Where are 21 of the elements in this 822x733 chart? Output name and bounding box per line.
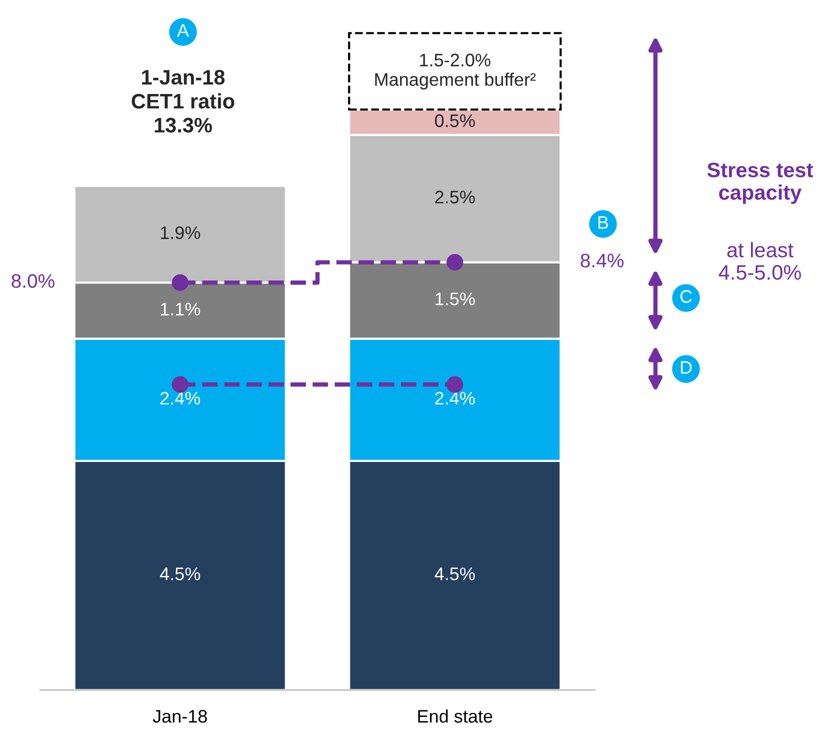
text: B bbox=[598, 216, 608, 229]
x-tick-label: Jan-18 bbox=[152, 710, 207, 723]
annotation: 8.4% bbox=[580, 254, 624, 268]
text: Stress test capacity bbox=[707, 162, 814, 204]
data-label: 2.5% bbox=[435, 190, 475, 204]
data-label: 2.4% bbox=[160, 392, 200, 405]
annotation: 8.0% bbox=[12, 274, 54, 288]
annotation: 1-Jan-18 CET1 ratio 13.3% bbox=[132, 70, 234, 133]
text: C bbox=[680, 290, 692, 303]
data-label: 1.5-2.0% Management buffer² bbox=[375, 54, 536, 90]
text: at least 4.5-5.0% bbox=[718, 242, 801, 280]
x-tick-label: End state bbox=[418, 709, 492, 723]
data-label: 1.5% bbox=[436, 292, 475, 306]
data-label: 2.4% bbox=[435, 392, 475, 405]
data-label: 4.5% bbox=[434, 568, 475, 580]
data-label: 1.9% bbox=[160, 226, 200, 240]
data-label: 4.5% bbox=[160, 568, 200, 580]
data-label: 1.1% bbox=[160, 302, 200, 316]
data-label: 0.5% bbox=[435, 114, 475, 128]
text: D bbox=[680, 361, 692, 374]
annotation: A bbox=[177, 24, 189, 37]
